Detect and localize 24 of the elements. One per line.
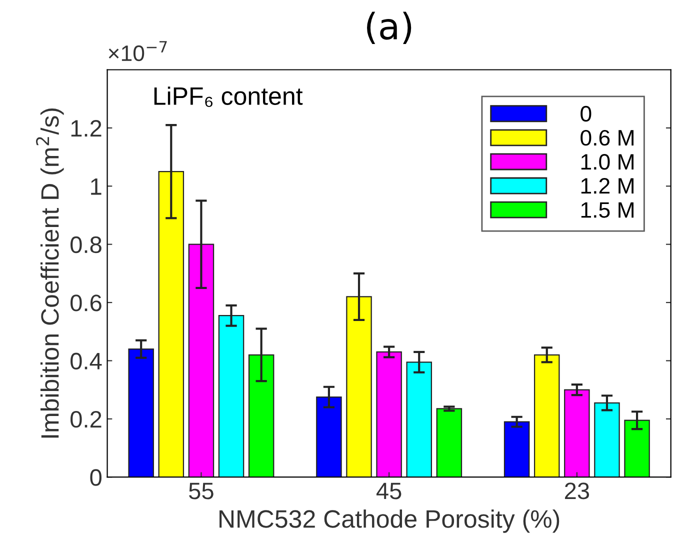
y-tick-label: 1.2: [71, 120, 102, 136]
legend-label: 1.0 M: [581, 154, 634, 170]
y-tick-label: 0.6: [70, 294, 102, 312]
y-axis-title: Imbibition Coefficient D (m$^{2}$/s): [36, 108, 64, 438]
y-tick-label: 0.8: [70, 236, 102, 254]
text: ×10$^{−7}$: [108, 41, 167, 62]
y-tick-label: 0: [90, 469, 102, 486]
x-tick-label: 23: [564, 482, 590, 500]
x-tick-label: 55: [189, 482, 214, 500]
legend-label: 1.2 M: [581, 178, 634, 194]
chart-title: (a): [367, 12, 412, 44]
y-tick-label: 0.2: [70, 410, 102, 428]
y-tick-label: 0.4: [70, 352, 102, 370]
x-tick-label: 45: [376, 482, 402, 500]
bar: [376, 351, 402, 478]
legend-label: 0.6 M: [580, 130, 634, 146]
legend-label: 0: [580, 106, 592, 122]
legend-title: LiPF₆ content: [154, 86, 303, 107]
legend-label: 1.5 M: [581, 202, 634, 218]
bar: [504, 421, 530, 478]
y-tick-label: 1: [91, 178, 102, 195]
bar: [564, 389, 590, 478]
x-axis-title: NMC532 Cathode Porosity (%): [220, 510, 560, 533]
bar: [436, 408, 462, 478]
